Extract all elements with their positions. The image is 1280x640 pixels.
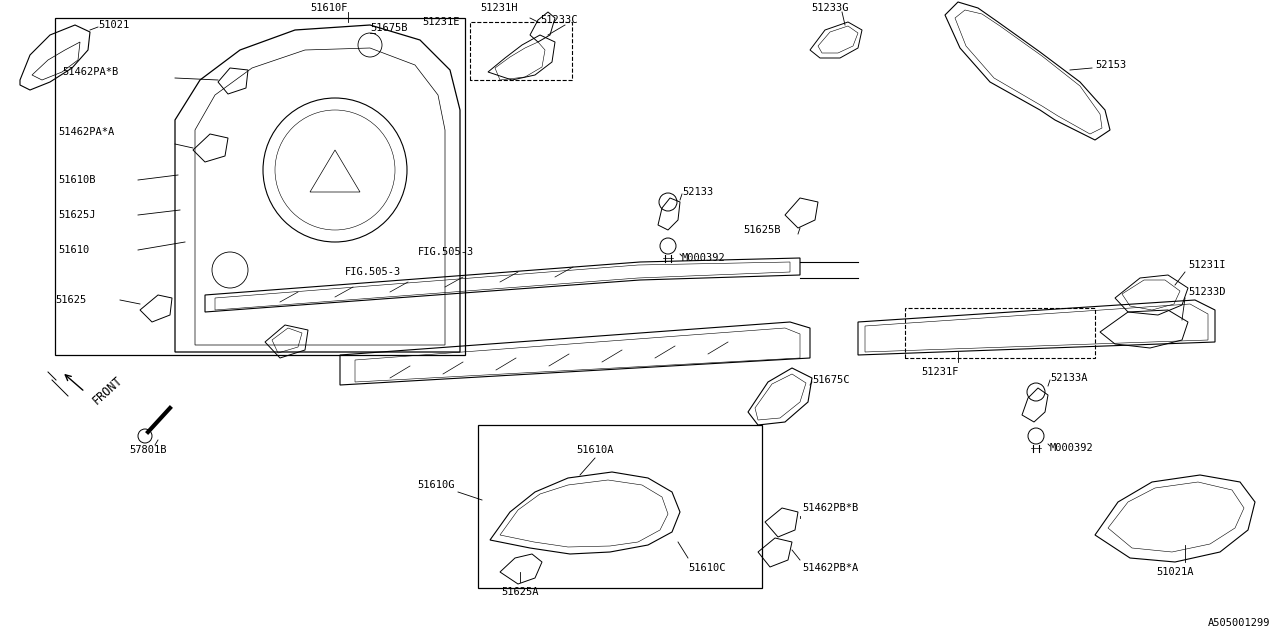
Text: 51233D: 51233D <box>1188 287 1225 297</box>
Text: 57801B: 57801B <box>129 445 166 455</box>
Text: 51610B: 51610B <box>58 175 96 185</box>
Text: 51625A: 51625A <box>502 587 539 597</box>
Text: FRONT: FRONT <box>90 373 125 407</box>
Text: 51625J: 51625J <box>58 210 96 220</box>
Text: 51610A: 51610A <box>576 445 613 455</box>
Text: 51231F: 51231F <box>922 367 959 377</box>
Text: 51610F: 51610F <box>310 3 347 13</box>
Text: M000392: M000392 <box>1050 443 1093 453</box>
Text: 52153: 52153 <box>1094 60 1126 70</box>
Text: M000392: M000392 <box>682 253 726 263</box>
Text: FIG.505-3: FIG.505-3 <box>346 267 401 277</box>
Text: 51462PB*A: 51462PB*A <box>803 563 859 573</box>
Text: 51675B: 51675B <box>370 23 407 33</box>
Text: 51233C: 51233C <box>540 15 577 25</box>
Text: 51233G: 51233G <box>812 3 849 13</box>
Text: 52133: 52133 <box>682 187 713 197</box>
Text: 51021A: 51021A <box>1156 567 1194 577</box>
Text: 51625B: 51625B <box>744 225 781 235</box>
Text: 51231H: 51231H <box>480 3 517 13</box>
Text: 51231E: 51231E <box>422 17 460 27</box>
Text: 52133A: 52133A <box>1050 373 1088 383</box>
Text: FIG.505-3: FIG.505-3 <box>419 247 475 257</box>
Text: 51231I: 51231I <box>1188 260 1225 270</box>
Text: 51610: 51610 <box>58 245 90 255</box>
Text: 51675C: 51675C <box>812 375 850 385</box>
Text: 51462PA*B: 51462PA*B <box>61 67 118 77</box>
Text: 51021: 51021 <box>99 20 129 30</box>
Text: 51610G: 51610G <box>417 480 454 490</box>
Text: 51610C: 51610C <box>689 563 726 573</box>
Text: 51462PA*A: 51462PA*A <box>58 127 114 137</box>
Text: 51462PB*B: 51462PB*B <box>803 503 859 513</box>
Text: 51625: 51625 <box>55 295 86 305</box>
Text: A505001299: A505001299 <box>1207 618 1270 628</box>
